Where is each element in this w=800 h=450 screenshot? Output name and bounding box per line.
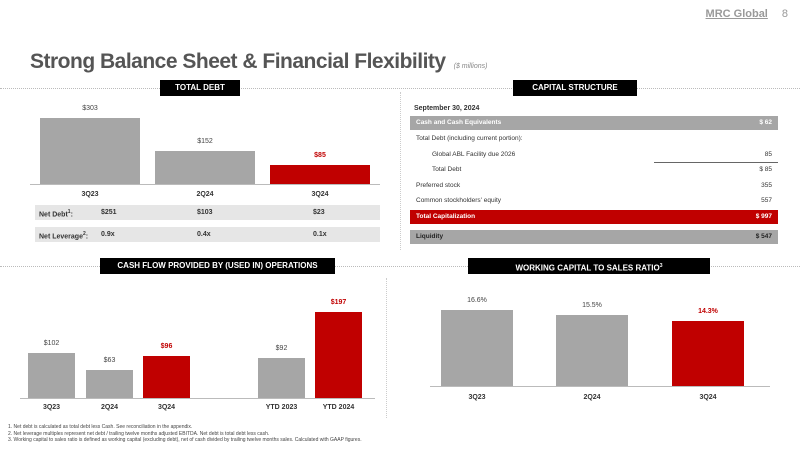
row-value: 557 <box>761 197 772 204</box>
data-label: 14.3% <box>698 307 718 315</box>
divider <box>0 266 800 267</box>
total-debt-header: TOTAL DEBT <box>160 80 240 96</box>
category-label: 3Q23 <box>42 404 61 411</box>
capital-row: Preferred stock 355 <box>410 179 778 193</box>
bar <box>315 312 362 398</box>
capital-row: Common stockholders' equity 557 <box>410 194 778 208</box>
category-label: 3Q23 <box>468 394 486 401</box>
net-leverage-row: Net Leverage2: 0.9x 0.4x 0.1x <box>35 227 380 242</box>
row-label: Common stockholders' equity <box>416 197 502 204</box>
page-subtitle: ($ millions) <box>453 63 488 70</box>
cash-flow-header: CASH FLOW PROVIDED BY (USED IN) OPERATIO… <box>100 258 335 274</box>
page-number: 8 <box>781 8 788 20</box>
category-label: YTD 2024 <box>322 404 355 411</box>
net-debt-label-text: Net Debt <box>39 211 68 219</box>
category-label: YTD 2023 <box>265 404 298 411</box>
net-leverage-value: 0.1x <box>313 231 327 238</box>
net-debt-label: Net Debt1: <box>39 209 73 219</box>
row-label: Total Capitalization <box>416 212 476 220</box>
footnote: 1. Net debt is calculated as total debt … <box>8 424 193 430</box>
subtotal-line <box>654 161 778 163</box>
working-capital-header-text: WORKING CAPITAL TO SALES RATIO <box>515 263 660 273</box>
bar <box>86 370 133 398</box>
category-label: 2Q24 <box>196 191 214 198</box>
divider <box>386 278 387 418</box>
bar <box>441 310 513 386</box>
footnote-ref: 2 <box>82 231 86 237</box>
bar <box>270 165 370 184</box>
bar <box>40 118 140 184</box>
bar <box>28 353 75 398</box>
divider <box>0 88 800 89</box>
footnote: 2. Net leverage multiples represent net … <box>8 430 270 437</box>
bar <box>258 357 305 398</box>
data-label: $92 <box>275 344 288 352</box>
working-capital-chart: 16.6% 3Q23 15.5% 2Q24 14.3% 3Q24 <box>400 0 800 420</box>
data-label: 15.5% <box>582 302 602 310</box>
cash-flow-chart: $102 3Q23 $63 2Q24 $96 3Q24 $92 YTD 2023 $197 YTD… <box>0 0 400 420</box>
bar <box>155 150 255 184</box>
row-label: Preferred stock <box>416 181 461 189</box>
category-label: 3Q24 <box>699 394 717 401</box>
row-value: 85 <box>764 150 772 158</box>
total-debt-chart: $303 3Q23 $152 2Q24 $85 3Q24 <box>0 0 400 260</box>
category-label: 2Q24 <box>583 394 601 401</box>
category-label: 3Q24 <box>311 191 329 198</box>
row-value: 355 <box>761 181 772 189</box>
data-label: $63 <box>103 357 116 365</box>
row-label: Total Debt (including current portion): <box>416 135 523 142</box>
bar <box>672 320 744 386</box>
as-of-date: September 30, 2024 <box>414 105 480 112</box>
footnotes: 1. Net debt is calculated as total debt … <box>8 424 362 444</box>
capital-row: Total Capitalization $ 997 <box>410 209 778 224</box>
capital-row: Cash and Cash Equivalents $ 62 <box>410 116 778 130</box>
data-label: $102 <box>43 340 60 348</box>
bar <box>143 356 190 398</box>
data-label: 16.6% <box>467 297 487 304</box>
row-label: Total Debt <box>432 166 462 173</box>
category-label: 3Q23 <box>81 191 99 198</box>
net-leverage-value: 0.4x <box>197 231 211 238</box>
row-label: Cash and Cash Equivalents <box>416 119 502 126</box>
footnote-ref: 3 <box>659 263 663 269</box>
net-leverage-label: Net Leverage2: <box>39 231 89 241</box>
page-header-right: MRC Global 8 <box>706 8 788 20</box>
capital-row: Liquidity $ 547 <box>410 229 778 244</box>
working-capital-header: WORKING CAPITAL TO SALES RATIO3 <box>468 258 710 274</box>
net-debt-value: $251 <box>101 209 117 216</box>
row-value: $ 85 <box>759 166 772 173</box>
divider <box>400 92 401 250</box>
company-logo: MRC Global <box>705 8 768 20</box>
bar <box>556 315 628 386</box>
data-label: $303 <box>82 105 98 112</box>
capital-row: Total Debt $ 85 <box>410 163 778 177</box>
footnote: 3. Working capital to sales ratio is def… <box>8 437 362 443</box>
capital-row: Total Debt (including current portion): <box>410 132 778 146</box>
data-label: $96 <box>160 343 173 351</box>
baseline <box>30 184 380 185</box>
baseline <box>20 398 375 399</box>
capital-structure-table: September 30, 2024 Cash and Cash Equival… <box>410 103 778 244</box>
row-value: $ 547 <box>755 232 772 240</box>
row-label: Liquidity <box>416 232 444 240</box>
data-label: $152 <box>197 137 213 145</box>
row-label: Global ABL Facility due 2026 <box>432 150 516 158</box>
footnote-ref: 1 <box>67 209 71 215</box>
data-label: $197 <box>330 299 347 306</box>
baseline <box>430 386 770 387</box>
page-title: Strong Balance Sheet & Financial Flexibi… <box>30 50 446 73</box>
category-label: 3Q24 <box>157 404 176 411</box>
row-value: $ 62 <box>759 119 772 126</box>
net-leverage-value: 0.9x <box>101 231 115 238</box>
net-debt-value: $103 <box>197 209 213 216</box>
net-leverage-label-text: Net Leverage <box>39 233 83 241</box>
category-label: 2Q24 <box>100 404 119 411</box>
data-label: $85 <box>314 152 326 160</box>
row-value: $ 997 <box>755 212 772 220</box>
net-debt-row: Net Debt1: $251 $103 $23 <box>35 205 380 220</box>
capital-structure-header: CAPITAL STRUCTURE <box>513 80 637 96</box>
capital-row: Global ABL Facility due 2026 85 <box>410 148 778 162</box>
title-row: Strong Balance Sheet & Financial Flexibi… <box>30 50 487 74</box>
net-debt-value: $23 <box>313 209 325 216</box>
